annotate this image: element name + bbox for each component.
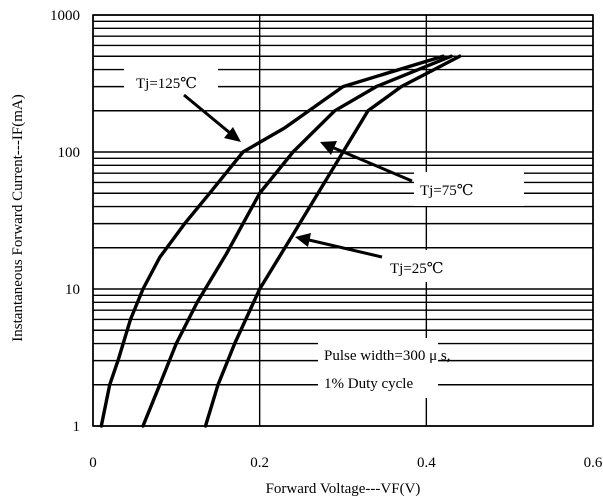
x-tick-label: 0 bbox=[89, 455, 97, 471]
curves bbox=[99, 54, 462, 428]
y-axis-label: Instantaneous Forward Current---IF(mA) bbox=[10, 94, 26, 341]
y-tick-label: 1000 bbox=[50, 8, 80, 24]
x-tick-label: 0.4 bbox=[417, 455, 436, 471]
x-tick-label: 0.6 bbox=[584, 455, 603, 471]
note-line-1: Pulse width=300 μ s, bbox=[324, 348, 451, 364]
label-tj25: Tj=25℃ bbox=[390, 261, 444, 277]
label-tj75: Tj=75℃ bbox=[420, 183, 474, 199]
arrow-125-head bbox=[224, 127, 241, 142]
arrow-125-line bbox=[183, 93, 231, 135]
label-tj125: Tj=125℃ bbox=[136, 76, 197, 92]
label-bg-75 bbox=[414, 172, 524, 206]
x-tick-label: 0.2 bbox=[250, 455, 269, 471]
arrow-75-line bbox=[333, 146, 413, 183]
series-line-2 bbox=[203, 54, 462, 428]
x-axis-label: Forward Voltage---VF(V) bbox=[266, 481, 421, 497]
y-tick-label: 1 bbox=[73, 419, 81, 435]
y-tick-label: 100 bbox=[58, 145, 81, 161]
series-line-0 bbox=[99, 54, 445, 428]
series-line-1 bbox=[141, 54, 453, 428]
y-tick-label: 10 bbox=[65, 282, 80, 298]
annotation-arrows bbox=[183, 93, 413, 259]
plot-frame bbox=[92, 14, 594, 427]
note-bg bbox=[318, 338, 438, 398]
note-line-2: 1% Duty cycle bbox=[324, 376, 413, 392]
label-bg-25 bbox=[384, 250, 494, 282]
tick-labels: 0 0.2 0.4 0.6 1 10 100 1000 bbox=[50, 8, 603, 471]
arrow-25-head bbox=[295, 233, 311, 247]
label-bg-125 bbox=[124, 68, 218, 98]
arrow-25-line bbox=[308, 238, 383, 259]
arrow-75-head bbox=[320, 141, 337, 155]
